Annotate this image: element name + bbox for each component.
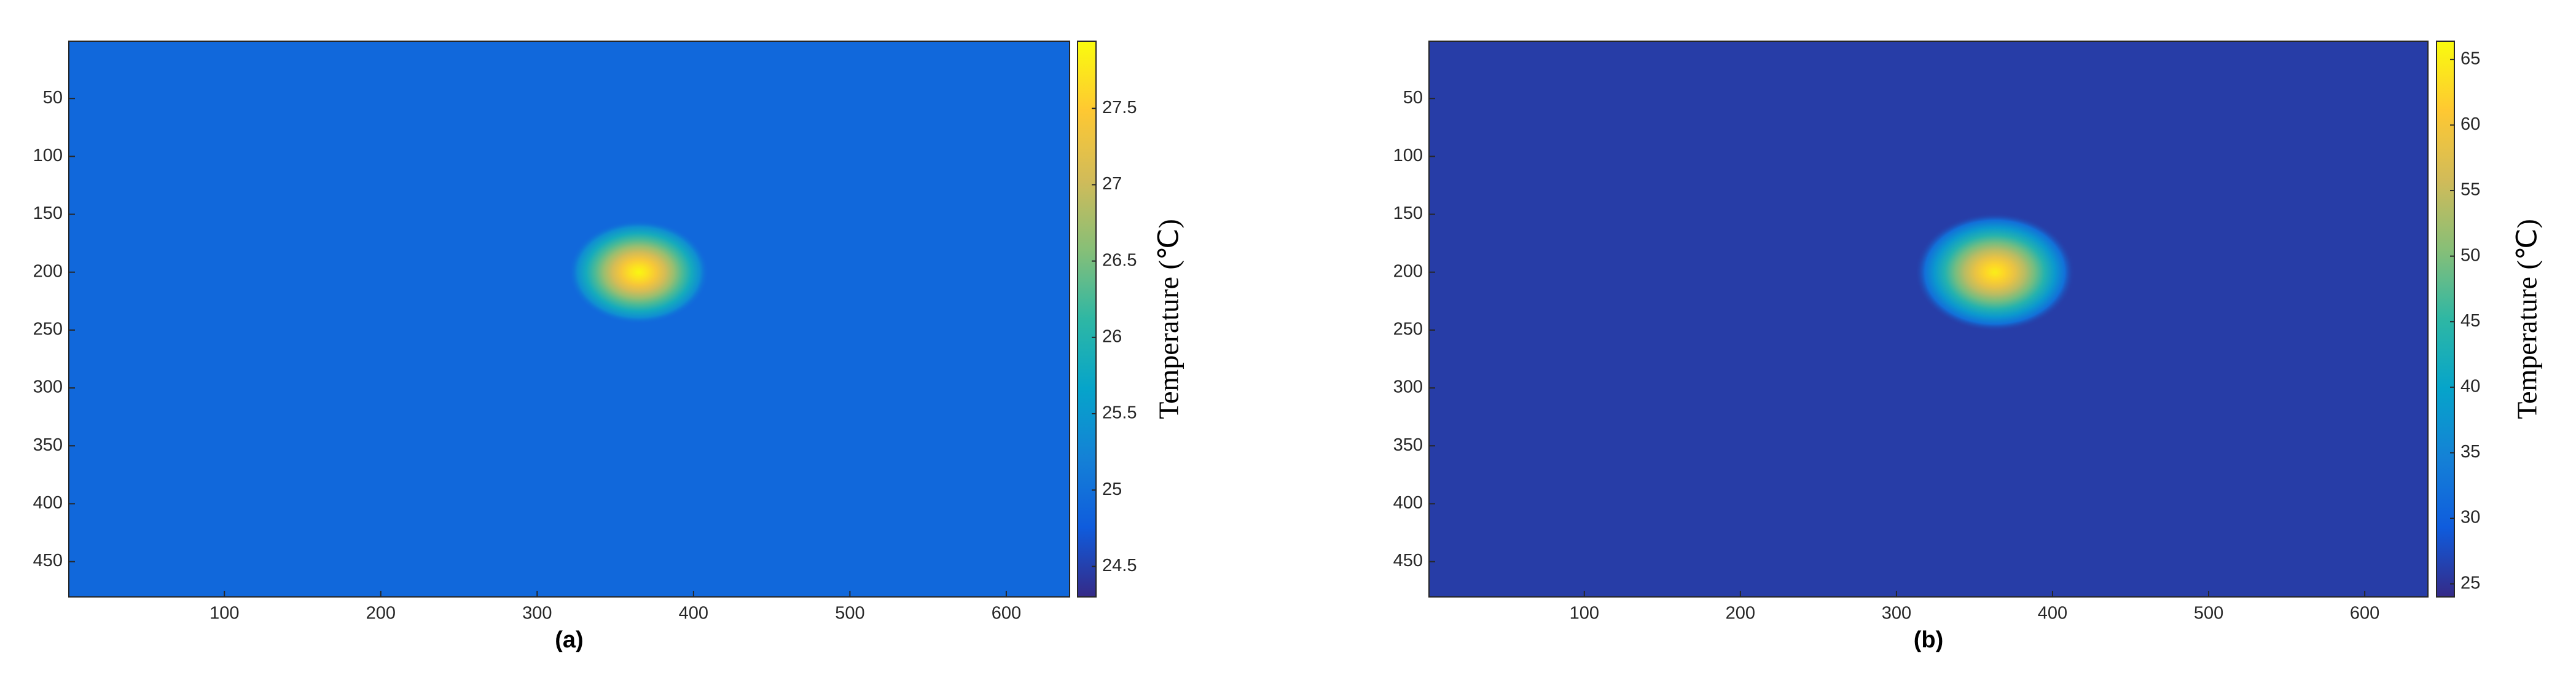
colorbar-tick-label: 24.5	[1102, 556, 1137, 575]
colorbar-tick-label: 25	[1102, 480, 1122, 499]
y-tick-label: 50	[43, 88, 63, 108]
x-tick-label: 300	[1882, 604, 1911, 623]
x-tick-label: 200	[1726, 604, 1755, 623]
panel-label: (b)	[1914, 627, 1944, 653]
axes-frame	[68, 41, 1070, 598]
y-tick-label: 100	[33, 146, 63, 165]
y-tick-label: 100	[1393, 146, 1423, 165]
y-tick-label: 150	[33, 203, 63, 223]
colorbar	[1077, 41, 1097, 598]
colorbar	[2436, 41, 2455, 598]
y-tick-label: 350	[33, 435, 63, 455]
x-tick-label: 600	[2350, 604, 2379, 623]
y-tick-label: 250	[33, 320, 63, 339]
x-tick-label: 500	[835, 604, 864, 623]
axes-frame	[1428, 41, 2429, 598]
colorbar-tick-label: 30	[2461, 508, 2480, 527]
y-tick-label: 250	[1393, 320, 1423, 339]
colorbar-tick-label: 45	[2461, 311, 2480, 331]
y-tick-label: 450	[33, 551, 63, 570]
y-tick-label: 450	[1393, 551, 1423, 570]
colorbar-label: Temperature (℃)	[1153, 219, 1184, 419]
colorbar-tick-label: 27	[1102, 174, 1122, 194]
colorbar-tick-label: 50	[2461, 245, 2480, 265]
y-tick-label: 150	[1393, 203, 1423, 223]
x-tick-label: 500	[2194, 604, 2223, 623]
y-tick-label: 400	[1393, 493, 1423, 513]
hotspot	[568, 220, 709, 325]
x-tick-label: 100	[1570, 604, 1599, 623]
hotspot	[1914, 213, 2075, 332]
colorbar-label: Temperature (℃)	[2511, 219, 2543, 419]
panel-label: (a)	[555, 627, 583, 653]
y-tick-label: 200	[33, 261, 63, 281]
x-tick-label: 400	[679, 604, 708, 623]
colorbar-tick-label: 26.5	[1102, 250, 1137, 270]
x-tick-label: 600	[992, 604, 1021, 623]
colorbar-tick-label: 60	[2461, 114, 2480, 134]
y-tick-label: 300	[33, 377, 63, 397]
colorbar-tick-label: 25	[2461, 573, 2480, 593]
image-background	[1429, 41, 2428, 597]
x-tick-label: 100	[209, 604, 239, 623]
y-tick-label: 300	[1393, 377, 1423, 397]
y-tick-label: 200	[1393, 261, 1423, 281]
y-tick-label: 350	[1393, 435, 1423, 455]
colorbar-tick-label: 40	[2461, 377, 2480, 397]
x-tick-label: 400	[2038, 604, 2067, 623]
x-tick-label: 300	[522, 604, 552, 623]
image-background	[69, 41, 1070, 597]
colorbar-tick-label: 55	[2461, 180, 2480, 200]
y-tick-label: 400	[33, 493, 63, 513]
x-tick-label: 200	[366, 604, 396, 623]
colorbar-tick-label: 26	[1102, 326, 1122, 346]
colorbar-tick-label: 27.5	[1102, 98, 1137, 117]
colorbar-tick-label: 35	[2461, 442, 2480, 462]
colorbar-tick-label: 65	[2461, 49, 2480, 69]
colorbar-tick-label: 25.5	[1102, 403, 1137, 423]
y-tick-label: 50	[1403, 88, 1423, 108]
